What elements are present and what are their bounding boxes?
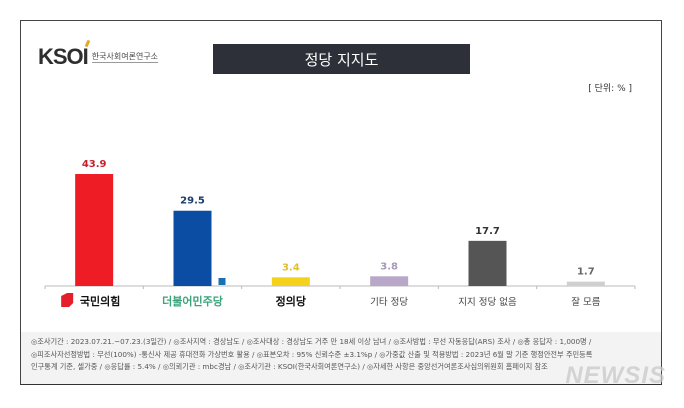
logo-subtitle: 한국사회여론연구소 (91, 52, 159, 63)
data-label-3: 3.8 (380, 261, 398, 272)
newsis-watermark: NEWSIS (565, 362, 666, 389)
data-label-1: 29.5 (180, 196, 205, 207)
category-label-2: 정의당 (276, 294, 306, 308)
category-label-3: 기타 정당 (370, 297, 408, 308)
footnote-line: 인구통계 기준, 셀가중 / ◎응답률 : 5.4% / ◎의뢰기관 : mbc… (31, 362, 548, 371)
bar-2 (271, 277, 310, 286)
unit-label: [ 단위: % ] (588, 84, 632, 94)
data-label-2: 3.4 (282, 262, 300, 273)
category-label-4: 지지 정당 없음 (458, 296, 517, 308)
logo-mark: KSOI (38, 44, 89, 69)
bar-1 (173, 210, 212, 286)
democratic-party-logo-icon (218, 278, 226, 285)
bar-0 (75, 174, 114, 286)
chart-title: 정당 지지도 (213, 44, 470, 74)
category-label-0: 국민의힘 (80, 294, 120, 308)
survey-footnote: ◎조사기간 : 2023.07.21.~07.23.(3일간) / ◎조사지역 … (21, 332, 661, 384)
data-label-0: 43.9 (82, 159, 107, 170)
ksoi-logo: KSOI 한국사회여론연구소 (38, 44, 159, 70)
data-label-4: 17.7 (475, 226, 500, 237)
chart-frame (20, 20, 662, 385)
category-label-1: 더불어민주당 (162, 294, 223, 308)
footnote-line: ◎조사기간 : 2023.07.21.~07.23.(3일간) / ◎조사지역 … (31, 337, 592, 346)
ppp-logo-icon (61, 293, 74, 307)
category-label-5: 잘 모름 (571, 296, 600, 308)
footnote-line: ◎피조사자선정방법 : 무선(100%) -통신사 제공 휴대전화 가상번호 활… (31, 349, 593, 359)
bar-4 (468, 240, 507, 286)
bar-3 (370, 276, 409, 286)
data-label-5: 1.7 (577, 267, 595, 278)
bar-5 (566, 281, 605, 286)
